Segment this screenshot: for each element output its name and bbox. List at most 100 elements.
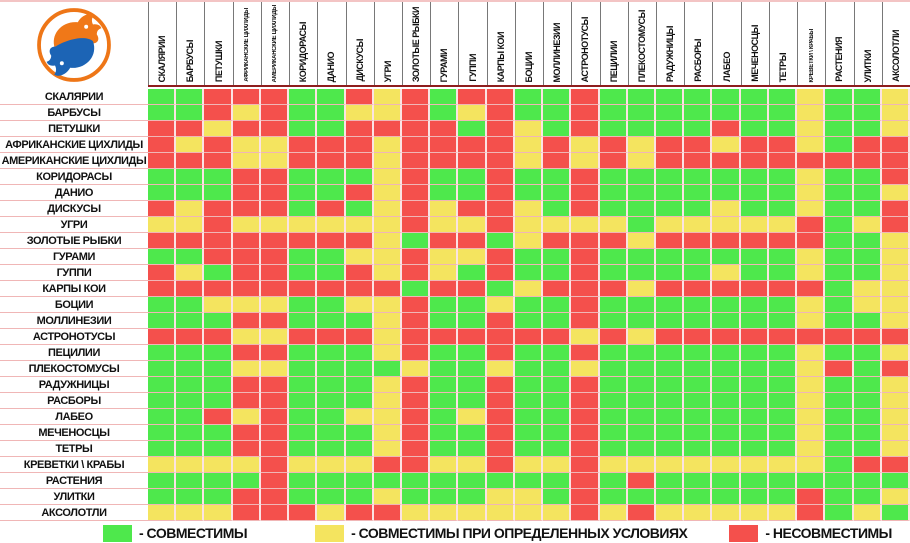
matrix-cell bbox=[401, 297, 431, 313]
matrix-cell bbox=[881, 201, 910, 217]
matrix-cell bbox=[289, 457, 318, 473]
matrix-cell bbox=[740, 137, 769, 153]
matrix-cell bbox=[317, 457, 346, 473]
matrix-cell bbox=[740, 441, 769, 457]
matrix-cell bbox=[543, 233, 572, 249]
matrix-cell bbox=[317, 105, 346, 121]
matrix-cell bbox=[740, 313, 769, 329]
matrix-cell bbox=[571, 169, 600, 185]
matrix-cell bbox=[345, 121, 374, 137]
matrix-cell bbox=[430, 281, 459, 297]
matrix-cell bbox=[543, 89, 572, 105]
matrix-cell bbox=[853, 297, 882, 313]
matrix-cell bbox=[260, 441, 290, 457]
matrix-cell bbox=[768, 393, 798, 409]
matrix-cell bbox=[204, 249, 233, 265]
matrix-cell bbox=[148, 137, 177, 153]
matrix-cell bbox=[430, 217, 459, 233]
matrix-cell bbox=[232, 233, 261, 249]
matrix-cell bbox=[797, 489, 826, 505]
matrix-cell bbox=[797, 313, 826, 329]
column-header: МОЛЛИНЕЗИИ bbox=[543, 2, 571, 85]
matrix-cell bbox=[797, 393, 826, 409]
matrix-cell bbox=[176, 137, 205, 153]
matrix-cell bbox=[797, 473, 826, 489]
row-header: ЛАБЕО bbox=[0, 409, 148, 425]
matrix-cell bbox=[486, 409, 515, 425]
matrix-cell bbox=[289, 297, 318, 313]
matrix-cell bbox=[458, 217, 487, 233]
legend-swatch-compatible bbox=[103, 524, 132, 542]
matrix-cell bbox=[768, 377, 798, 393]
row-header: ДИСКУСЫ bbox=[0, 201, 148, 217]
matrix-cell bbox=[543, 409, 572, 425]
matrix-cell bbox=[825, 489, 854, 505]
matrix-cell bbox=[289, 169, 318, 185]
matrix-cell bbox=[232, 249, 261, 265]
matrix-cell bbox=[458, 297, 487, 313]
matrix-cell bbox=[514, 249, 544, 265]
column-header: ЛАБЕО bbox=[712, 2, 740, 85]
row-header: ПЕЦИЛИИ bbox=[0, 345, 148, 361]
matrix-cell bbox=[430, 169, 459, 185]
matrix-cell bbox=[655, 345, 685, 361]
matrix-cell bbox=[825, 265, 854, 281]
matrix-cell bbox=[373, 441, 402, 457]
matrix-cell bbox=[740, 105, 769, 121]
matrix-cell bbox=[260, 297, 290, 313]
matrix-cell bbox=[514, 345, 544, 361]
matrix-cell bbox=[655, 137, 685, 153]
column-header: ТЕТРЫ bbox=[768, 2, 797, 85]
matrix-cell bbox=[345, 329, 374, 345]
row-header: КРЕВЕТКИ \ КРАБЫ bbox=[0, 457, 148, 473]
matrix-cell bbox=[627, 489, 656, 505]
matrix-cell bbox=[486, 281, 515, 297]
matrix-cell bbox=[430, 137, 459, 153]
matrix-cell bbox=[740, 185, 769, 201]
matrix-cell bbox=[768, 505, 798, 521]
matrix-cell bbox=[486, 473, 515, 489]
matrix-cell bbox=[797, 377, 826, 393]
matrix-cell bbox=[655, 425, 685, 441]
matrix-cell bbox=[458, 361, 487, 377]
matrix-cell bbox=[881, 425, 910, 441]
matrix-cell bbox=[797, 297, 826, 313]
matrix-cell bbox=[740, 281, 769, 297]
matrix-cell bbox=[232, 409, 261, 425]
matrix-cell bbox=[514, 297, 544, 313]
matrix-cell bbox=[401, 89, 431, 105]
matrix-cell bbox=[176, 425, 205, 441]
row-header: СКАЛЯРИИ bbox=[0, 89, 148, 105]
matrix-cell bbox=[684, 329, 713, 345]
legend-item-incompatible: - НЕСОВМЕСТИМЫ bbox=[729, 524, 892, 542]
matrix-cell bbox=[345, 473, 374, 489]
column-header: ДАНИО bbox=[317, 2, 345, 85]
matrix-cell bbox=[655, 393, 685, 409]
matrix-cell bbox=[289, 329, 318, 345]
matrix-cell bbox=[853, 489, 882, 505]
matrix-cell bbox=[825, 473, 854, 489]
matrix-cell bbox=[853, 441, 882, 457]
matrix-cell bbox=[825, 105, 854, 121]
matrix-cell bbox=[599, 265, 628, 281]
matrix-cell bbox=[458, 441, 487, 457]
matrix-cell bbox=[458, 185, 487, 201]
matrix-cell bbox=[514, 457, 544, 473]
matrix-cell bbox=[543, 441, 572, 457]
matrix-cell bbox=[853, 377, 882, 393]
matrix-cell bbox=[543, 345, 572, 361]
matrix-cell bbox=[401, 441, 431, 457]
matrix-cell bbox=[289, 505, 318, 521]
matrix-cell bbox=[514, 329, 544, 345]
matrix-cell bbox=[543, 121, 572, 137]
matrix-cell bbox=[260, 345, 290, 361]
matrix-cell bbox=[740, 297, 769, 313]
matrix-cell bbox=[684, 425, 713, 441]
matrix-cell bbox=[373, 313, 402, 329]
matrix-cell bbox=[430, 297, 459, 313]
matrix-cell bbox=[232, 185, 261, 201]
matrix-cell bbox=[430, 425, 459, 441]
matrix-cell bbox=[260, 89, 290, 105]
matrix-cell bbox=[684, 137, 713, 153]
